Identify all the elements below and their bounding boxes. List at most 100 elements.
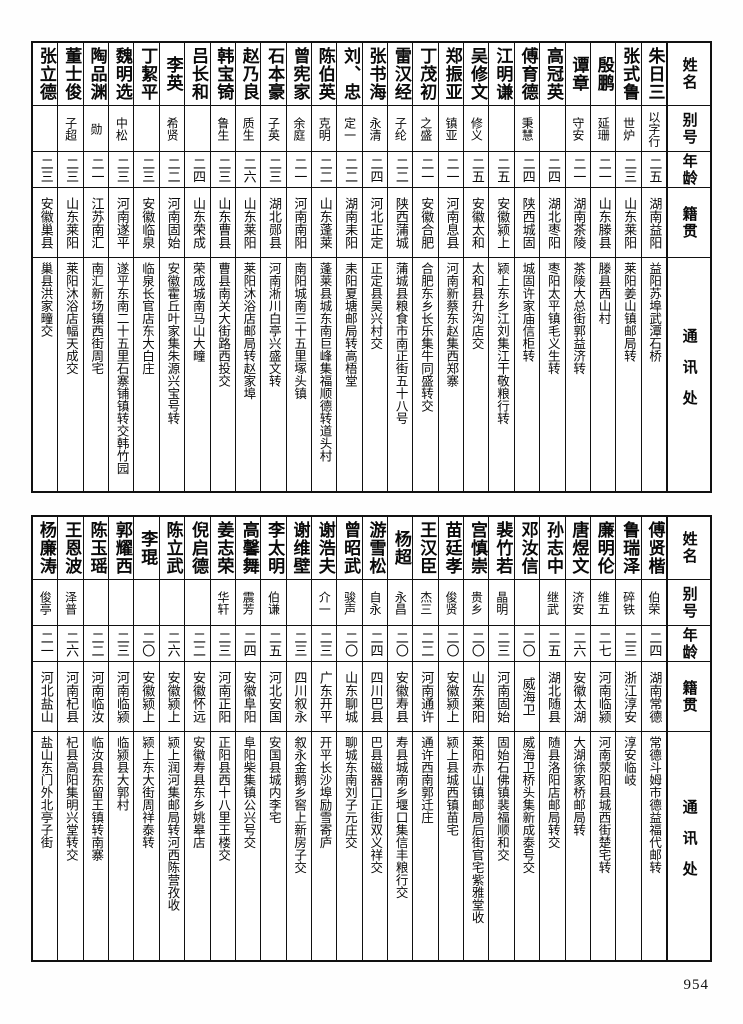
cell-text: 二一: [570, 156, 586, 183]
cell-text: 河南临汝: [88, 670, 104, 723]
cell-address: 蒲城县粮食市南正街五十八号: [388, 257, 413, 491]
cell-text: 泽普: [63, 590, 78, 615]
cell-address: 开平长沙埠励雪寄庐: [311, 731, 337, 960]
roster-entry-column: 高冠英 二四 湖北枣阳 枣阳太平镇毛义生转: [539, 43, 565, 491]
cell-address: 巢县洪家疃交: [33, 257, 58, 491]
cell-alias: [185, 105, 210, 151]
cell-text: 安国县城内李宅: [266, 736, 282, 824]
cell-alias: [83, 579, 109, 625]
roster-entry-column: 鲁瑞泽 碎铁 二三 浙江淳安 淳安临岐: [615, 517, 641, 960]
cell-name: 陶品渊: [84, 43, 108, 105]
row-label-text: 通讯处: [680, 327, 699, 421]
cell-name: 高冠英: [540, 43, 564, 105]
cell-text: 唐煜文: [568, 521, 589, 575]
cell-text: 河南淅川白亭兴盛文转: [266, 262, 282, 387]
cell-text: 二六: [240, 156, 256, 183]
cell-text: 永昌: [393, 590, 408, 615]
cell-alias: 定一: [337, 105, 362, 151]
cell-text: 谭章: [568, 56, 589, 92]
cell-text: 莱阳沐浴店幅天成交: [63, 262, 79, 375]
cell-text: 湖南常德: [646, 670, 662, 723]
cell-text: 二一: [595, 156, 611, 183]
cell-name: 傅贤楷: [642, 517, 666, 579]
cell-text: 河南新蔡东赵集西郑寨: [444, 262, 460, 387]
cell-age: 二二: [83, 625, 109, 661]
cell-alias: [185, 579, 210, 625]
roster-entry-column: 江明谦 二五 安徽颍上 颍上东乡江刘集江干敬粮行转: [488, 43, 514, 491]
cell-native-place: 山东聊城: [337, 661, 362, 731]
roster-entry-column: 丁絜平 二三 安徽临泉 临泉长官店东大白庄: [133, 43, 159, 491]
cell-address: 安国县城内李宅: [261, 731, 286, 960]
cell-name: 丁茂初: [413, 43, 437, 105]
cell-name: 谢浩夫: [312, 517, 336, 579]
cell-address: 聊城东南刘子元庄交: [337, 731, 362, 960]
cell-text: 安徽颍上: [494, 196, 510, 249]
cell-text: 江苏南汇: [88, 196, 104, 249]
cell-address: 南阳城南三十五里塚头镇: [286, 257, 311, 491]
cell-address: 太和县升沟店交: [464, 257, 489, 491]
cell-text: 安徽颍上: [164, 670, 180, 723]
cell-alias: 延珊: [590, 105, 616, 151]
cell-age: 二五: [641, 151, 666, 187]
cell-alias: 永清: [362, 105, 388, 151]
cell-age: 二三: [489, 625, 514, 661]
cell-alias: 继武: [540, 579, 565, 625]
cell-name: 谢维壁: [287, 517, 311, 579]
cell-name: 陈玉瑶: [84, 517, 108, 579]
cell-age: 二〇: [337, 625, 362, 661]
cell-name: 陈立武: [160, 517, 184, 579]
cell-alias: [159, 579, 185, 625]
cell-age: 二四: [185, 151, 210, 187]
cell-address: 大湖徐家桥邮局转: [565, 731, 590, 960]
cell-address: 莱阳沐浴店幅天成交: [58, 257, 83, 491]
cell-native-place: 湖南茶陵: [565, 187, 590, 257]
roster-entry-column: 李琨 二〇 安徽颍上 颍上东大街周祥泰转: [133, 517, 159, 960]
cell-age: 二三: [616, 151, 641, 187]
cell-text: 叙永金鹅乡窖上新房子交: [292, 736, 308, 874]
cell-text: 安徽霍丘叶家集朱源兴宝号转: [165, 262, 181, 425]
roster-entry-column: 魏明选 中松 二三 河南遂平 遂平东南二十五里石寨铺镇转交韩竹园: [108, 43, 134, 491]
cell-text: 二三: [621, 630, 637, 657]
cell-text: 二四: [646, 630, 662, 657]
cell-text: 二六: [164, 630, 180, 657]
cell-age: 二三: [58, 151, 83, 187]
cell-text: 二四: [544, 156, 560, 183]
cell-age: 二二: [388, 151, 413, 187]
cell-text: 震芳: [241, 590, 256, 615]
row-label-address: 通讯处: [667, 257, 710, 491]
cell-alias: 之盛: [413, 105, 438, 151]
cell-text: 子英: [266, 116, 281, 141]
cell-native-place: 山东曹县: [210, 187, 235, 257]
cell-text: 浙江淳安: [621, 670, 637, 723]
cell-text: 常德斗姆市德益福代邮转: [647, 736, 663, 874]
cell-text: 南阳城南三十五里塚头镇: [292, 262, 308, 400]
cell-alias: 震芳: [235, 579, 261, 625]
row-label-name: 姓名: [668, 43, 710, 105]
cell-text: 合肥东乡长乐集牛同盛转交: [418, 262, 434, 412]
cell-address: 叙永金鹅乡窖上新房子交: [286, 731, 311, 960]
cell-alias: 碎铁: [616, 579, 641, 625]
cell-alias: [286, 579, 311, 625]
roster-entry-column: 谭章 守安 二一 湖南茶陵 茶陵大总街郭益济转: [564, 43, 590, 491]
cell-age: 二四: [641, 625, 666, 661]
cell-age: 二六: [58, 625, 83, 661]
cell-age: 二一: [438, 151, 464, 187]
cell-age: 二七: [590, 625, 616, 661]
cell-age: 二三: [311, 625, 337, 661]
cell-text: 邓汝信: [517, 521, 538, 575]
cell-native-place: 安徽巢县: [33, 187, 58, 257]
cell-address: 合肥东乡长乐集牛同盛转交: [413, 257, 438, 491]
cell-alias: 守安: [565, 105, 590, 151]
cell-text: 二五: [266, 630, 282, 657]
cell-text: 殷鹏: [593, 56, 614, 92]
cell-text: 二〇: [342, 630, 358, 657]
cell-text: 质生: [241, 116, 256, 141]
cell-text: 二〇: [519, 630, 535, 657]
cell-text: 永清: [367, 116, 382, 141]
roster-entry-column: 苗廷孝 俊贤 二〇 安徽颍上 颍上县城西镇苗宅: [437, 517, 464, 960]
cell-text: 山东曹县: [215, 196, 231, 249]
cell-text: 湖北郧县: [266, 196, 282, 249]
cell-alias: 泽普: [58, 579, 83, 625]
cell-age: 二二: [159, 151, 185, 187]
cell-text: 丁茂初: [416, 47, 437, 101]
